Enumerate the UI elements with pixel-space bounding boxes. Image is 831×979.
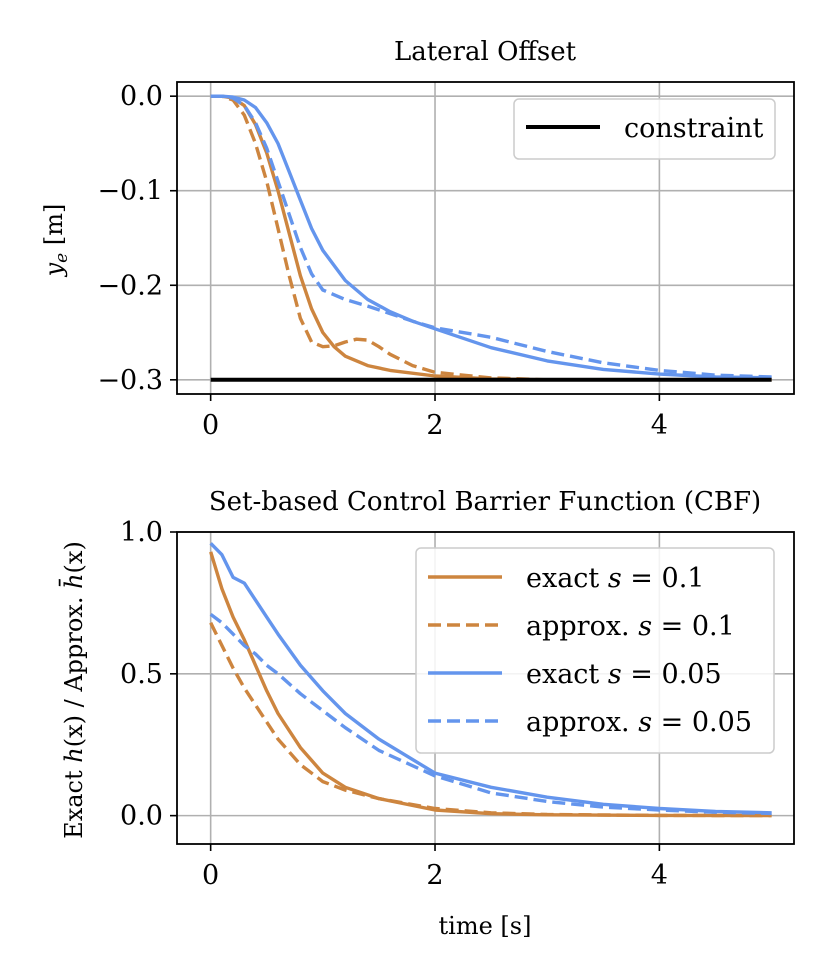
y-label-mid: / Approx. <box>60 589 88 715</box>
x-ticks: 0 2 4 <box>202 844 668 891</box>
legend-label-equals: = <box>622 659 662 690</box>
legend-label-value: 0.1 <box>662 563 705 594</box>
y-axis-label: Exact h(x) / Approx. h̄(x) <box>59 541 88 839</box>
legend-label: exact s = 0.1 <box>526 563 704 594</box>
legend: constraint <box>513 98 776 160</box>
legend-label-value: 0.05 <box>692 707 752 738</box>
legend-label-value: 0.1 <box>692 611 735 642</box>
x-tick-label: 0 <box>202 410 219 441</box>
legend-box <box>513 98 776 160</box>
legend-label-constraint: constraint <box>624 113 764 144</box>
y-label-x2: (x) <box>60 541 88 573</box>
y-axis-label-var: y <box>40 262 68 277</box>
y-tick-label: 0.5 <box>120 659 163 690</box>
lateral-offset-chart: Lateral Offset 0 2 4 0.0 −0.1 −0.2 −0.3 ye [m… <box>40 37 795 441</box>
y-ticks: 0.0 0.5 1.0 <box>120 517 177 832</box>
x-tick-label: 0 <box>202 860 219 891</box>
series-line-approx-s-0-1 <box>210 94 772 382</box>
series-lines <box>209 542 772 818</box>
legend-label-value: 0.05 <box>662 659 722 690</box>
series-line-exact-s-0-1 <box>209 551 772 818</box>
x-axis-label: time [s] <box>439 912 532 940</box>
legend-label-prefix: exact <box>526 563 608 594</box>
y-tick-label: 0.0 <box>120 81 163 112</box>
y-tick-label: −0.2 <box>97 270 163 301</box>
legend-label: approx. s = 0.1 <box>526 611 735 642</box>
legend-label-prefix: exact <box>526 659 608 690</box>
chart-title: Lateral Offset <box>394 37 577 67</box>
y-axis-label-unit: [m] <box>40 204 68 253</box>
y-tick-label: 0.0 <box>120 801 163 832</box>
y-label-x1: (x) <box>60 715 88 747</box>
legend-label-equals: = <box>622 563 662 594</box>
legend-label-symbol: s <box>608 563 622 594</box>
series-line-approx-s-0-1 <box>209 622 772 818</box>
y-label-hbar: h̄ <box>59 573 88 588</box>
legend-label-symbol: s <box>638 611 652 642</box>
y-axis-label: ye [m] <box>40 204 72 278</box>
series-lines <box>210 94 772 382</box>
legend-label-equals: = <box>652 707 692 738</box>
x-tick-label: 4 <box>651 410 668 441</box>
legend-box <box>415 547 775 754</box>
x-tick-label: 4 <box>651 860 668 891</box>
y-ticks: 0.0 −0.1 −0.2 −0.3 <box>97 81 177 396</box>
y-label-h: h <box>60 747 88 762</box>
y-tick-label: −0.3 <box>97 365 163 396</box>
legend-label-prefix: approx. <box>526 707 638 738</box>
y-tick-label: 1.0 <box>120 517 163 548</box>
x-tick-label: 2 <box>426 860 443 891</box>
plot-frame <box>176 81 795 395</box>
legend-label-symbol: s <box>608 659 622 690</box>
legend-label: approx. s = 0.05 <box>526 707 752 738</box>
plot-frame <box>176 531 795 845</box>
y-axis-label-sub: e <box>52 253 72 263</box>
series-line-approx-s-0-05 <box>210 94 772 379</box>
legend-label-symbol: s <box>638 707 652 738</box>
chart-title: Set-based Control Barrier Function (CBF) <box>209 487 761 517</box>
y-label-a: Exact <box>60 763 88 839</box>
legend-label: exact s = 0.05 <box>526 659 722 690</box>
cbf-chart: Set-based Control Barrier Function (CBF)… <box>59 487 795 940</box>
series-line-approx-s-0-05 <box>209 612 772 816</box>
series-line-exact-s-0-05 <box>209 542 772 815</box>
legend-label-equals: = <box>652 611 692 642</box>
x-tick-label: 2 <box>426 410 443 441</box>
legend-label-prefix: approx. <box>526 611 638 642</box>
series-line-exact-s-0-05 <box>210 94 772 380</box>
y-tick-label: −0.1 <box>97 176 163 207</box>
x-ticks: 0 2 4 <box>202 394 668 441</box>
